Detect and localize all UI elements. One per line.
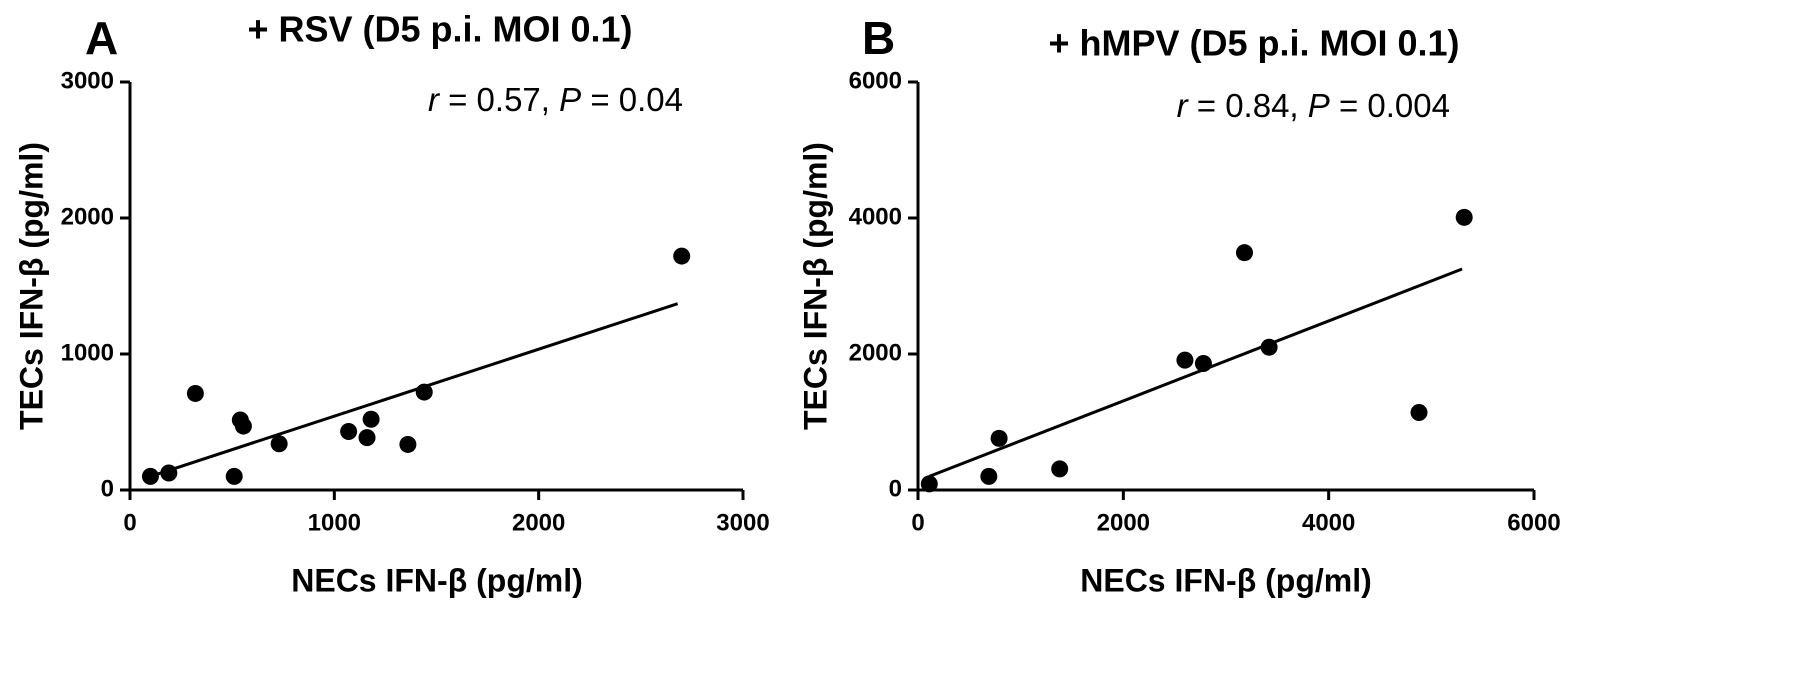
chart-title: + hMPV (D5 p.i. MOI 0.1) xyxy=(1048,23,1459,64)
chart-panel-a: A + RSV (D5 p.i. MOI 0.1) 0 1000 2000 3000 0 10… xyxy=(13,9,769,599)
x-tick-label: 0 xyxy=(911,509,924,536)
x-tick-label: 2000 xyxy=(1097,509,1150,536)
y-tick-label: 0 xyxy=(101,475,114,502)
data-point xyxy=(141,467,159,485)
y-tick-label: 1000 xyxy=(61,339,114,366)
y-tick-label: 6000 xyxy=(849,67,902,94)
data-point xyxy=(160,464,178,482)
data-point xyxy=(415,383,433,401)
panel-letter: B xyxy=(862,12,895,64)
data-point xyxy=(340,423,358,441)
data-point xyxy=(980,467,998,485)
data-point xyxy=(358,429,376,447)
chart-panel-b: B + hMPV (D5 p.i. MOI 0.1) 0 2000 4000 6000 0 2… xyxy=(797,12,1560,598)
x-axis-label: NECs IFN-β (pg/ml) xyxy=(1080,562,1372,598)
data-point xyxy=(1455,208,1473,226)
chart-title: + RSV (D5 p.i. MOI 0.1) xyxy=(247,9,632,50)
x-tick-label: 3000 xyxy=(716,509,769,536)
y-tick-label: 2000 xyxy=(849,339,902,366)
data-point xyxy=(673,247,691,265)
data-point xyxy=(1176,351,1194,369)
data-point xyxy=(234,417,252,435)
data-point xyxy=(399,435,417,453)
data-point xyxy=(270,435,288,453)
x-tick-label: 4000 xyxy=(1302,509,1355,536)
panel-letter: A xyxy=(85,12,118,64)
data-point xyxy=(225,467,243,485)
data-point xyxy=(920,475,938,493)
x-tick-label: 0 xyxy=(123,509,136,536)
y-tick-label: 4000 xyxy=(849,203,902,230)
stat-annotation: r = 0.57, P = 0.04 xyxy=(428,81,683,118)
x-tick-label: 6000 xyxy=(1507,509,1560,536)
data-point xyxy=(990,429,1008,447)
data-point xyxy=(186,384,204,402)
y-tick-label: 2000 xyxy=(61,203,114,230)
data-point xyxy=(1410,403,1428,421)
x-axis-label: NECs IFN-β (pg/ml) xyxy=(291,562,583,598)
regression-line xyxy=(928,267,1463,478)
x-tick-label: 1000 xyxy=(308,509,361,536)
y-axis-label: TECs IFN-β (pg/ml) xyxy=(797,142,833,430)
data-point xyxy=(1260,338,1278,356)
data-point xyxy=(362,410,380,428)
data-point xyxy=(1235,244,1253,262)
y-tick-label: 0 xyxy=(889,475,902,502)
y-tick-label: 3000 xyxy=(61,67,114,94)
regression-line xyxy=(149,302,679,478)
data-point xyxy=(1051,460,1069,478)
data-point xyxy=(1194,355,1212,373)
x-tick-label: 2000 xyxy=(512,509,565,536)
stat-annotation: r = 0.84, P = 0.004 xyxy=(1177,87,1450,124)
y-axis-label: TECs IFN-β (pg/ml) xyxy=(13,142,49,430)
